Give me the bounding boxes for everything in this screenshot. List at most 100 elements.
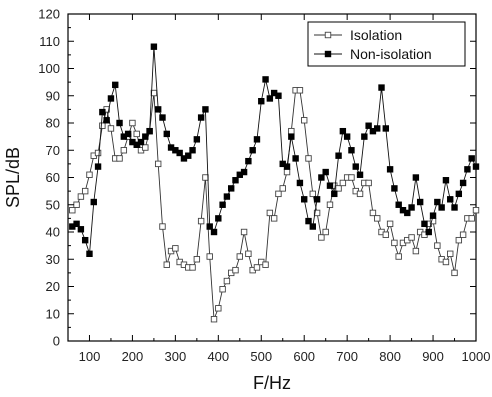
data-point [253, 136, 261, 143]
y-tick-label: 100 [38, 61, 60, 76]
data-point [326, 182, 334, 189]
series-isolation [69, 87, 480, 323]
data-point [86, 171, 93, 178]
data-point [240, 228, 248, 236]
data-point [206, 223, 213, 230]
data-point [137, 138, 145, 146]
data-point [215, 215, 222, 222]
data-point [133, 130, 140, 138]
data-point [275, 190, 282, 198]
data-point [116, 155, 123, 162]
data-point [322, 168, 329, 176]
series-layer [69, 43, 480, 323]
data-point [412, 174, 420, 181]
data-point [232, 177, 239, 184]
y-tick-label: 20 [46, 279, 60, 294]
data-point [129, 119, 136, 127]
y-tick-label: 50 [46, 197, 60, 212]
data-point [266, 209, 274, 217]
data-point [442, 177, 450, 184]
data-point [81, 187, 89, 195]
legend: Isolation Non-isolation [307, 21, 466, 67]
data-point [154, 160, 162, 168]
data-point [365, 179, 372, 187]
data-point [227, 185, 235, 192]
data-point [107, 95, 115, 102]
data-point [240, 168, 248, 176]
data-point [374, 125, 381, 132]
x-tick-label: 900 [422, 349, 444, 364]
data-point [421, 220, 428, 228]
data-point [296, 87, 304, 94]
data-point [309, 223, 316, 230]
data-point [348, 174, 355, 181]
data-point [154, 106, 162, 113]
data-point [236, 253, 243, 260]
data-point [451, 269, 458, 277]
data-point [391, 239, 398, 247]
data-point [468, 155, 475, 162]
data-point [163, 261, 170, 268]
legend-marker [324, 31, 332, 39]
data-point [472, 206, 480, 214]
x-tick-label: 1000 [462, 349, 491, 364]
data-point [202, 106, 209, 113]
data-point [262, 76, 269, 83]
data-point [335, 152, 342, 159]
legend-label: Isolation [350, 27, 402, 43]
data-point [339, 179, 347, 187]
data-point [326, 201, 334, 208]
data-point [313, 209, 321, 217]
x-tick-label: 100 [79, 349, 101, 364]
data-point [343, 133, 351, 140]
data-point [455, 190, 463, 198]
data-point [451, 204, 458, 211]
data-point [335, 185, 342, 192]
data-point [442, 258, 450, 266]
data-point [176, 149, 183, 157]
data-point [94, 163, 102, 170]
data-point [124, 130, 132, 138]
data-point [245, 157, 252, 165]
y-tick-label: 120 [38, 7, 60, 22]
data-point [386, 166, 394, 173]
x-tick-label: 800 [379, 349, 401, 364]
data-point [77, 226, 85, 233]
data-point [172, 245, 179, 252]
data-point [116, 119, 123, 127]
x-tick-label: 400 [207, 349, 229, 364]
legend-label: Non-isolation [350, 46, 432, 62]
data-point [73, 220, 80, 228]
data-point [301, 117, 308, 124]
data-point [223, 193, 231, 200]
data-point [472, 163, 480, 170]
data-point [288, 133, 295, 140]
data-point [301, 196, 308, 203]
x-axis-title: F/Hz [253, 373, 291, 393]
data-point [77, 193, 85, 200]
data-point [219, 201, 226, 208]
data-point [447, 196, 454, 203]
data-point [429, 212, 437, 219]
data-point [438, 204, 445, 211]
data-point [219, 286, 226, 293]
data-point [159, 114, 166, 121]
data-point [292, 155, 299, 162]
legend-marker [324, 50, 332, 58]
y-tick-label: 80 [46, 116, 60, 131]
data-point [455, 236, 463, 244]
data-point [395, 253, 402, 260]
data-point [382, 231, 390, 238]
data-point [202, 174, 209, 181]
data-point [391, 185, 398, 192]
data-point [262, 261, 269, 268]
data-point [99, 122, 106, 129]
data-point [86, 250, 93, 258]
data-point [223, 277, 231, 285]
data-point [210, 228, 218, 236]
data-point [459, 179, 467, 187]
y-tick-label: 110 [39, 34, 60, 49]
data-point [459, 231, 467, 238]
data-point [386, 220, 394, 228]
